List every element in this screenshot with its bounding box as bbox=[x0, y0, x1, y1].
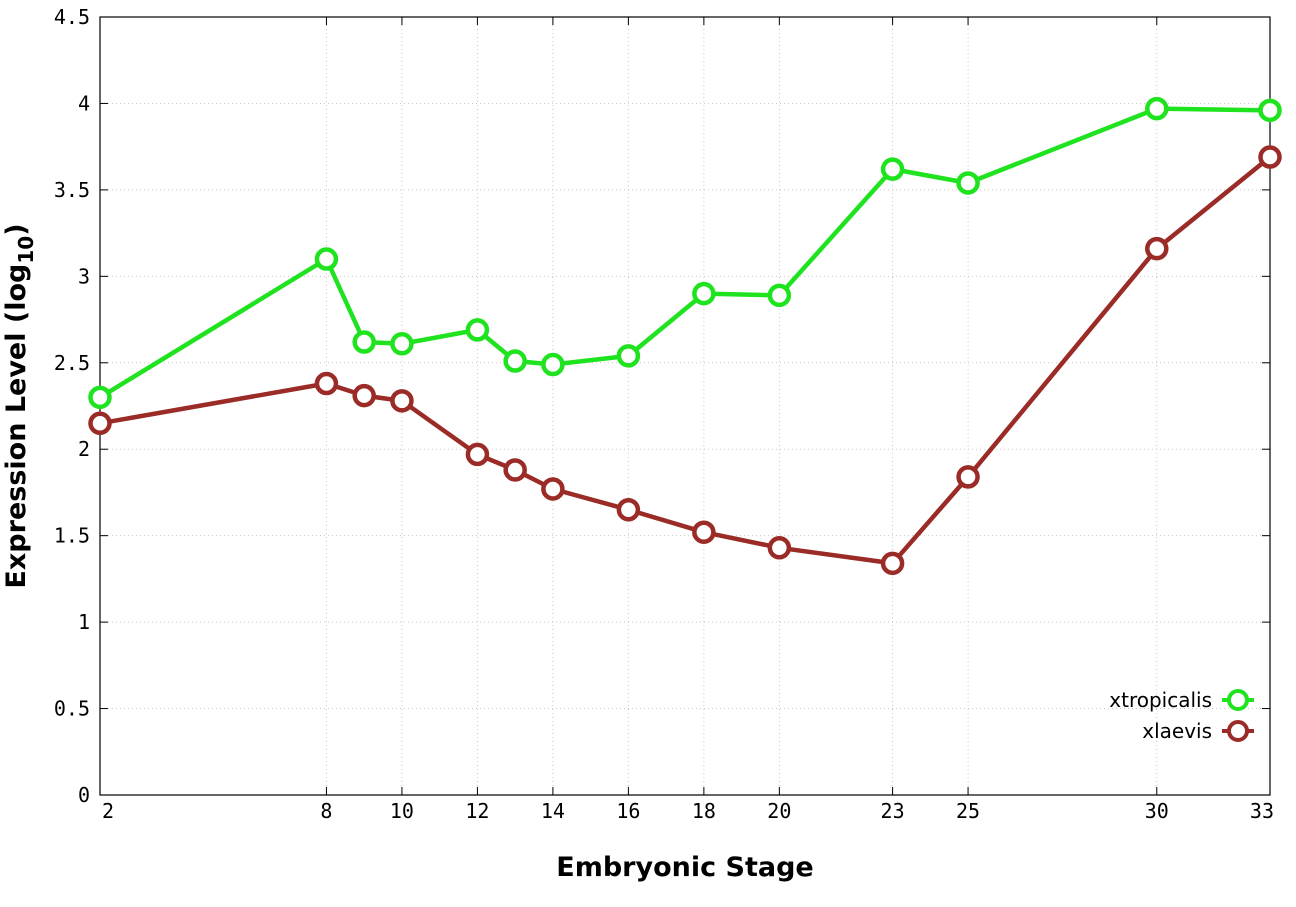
legend-marker-xtropicalis bbox=[1227, 689, 1249, 711]
x-tick-label: 20 bbox=[767, 799, 791, 823]
series bbox=[88, 96, 1282, 576]
data-point-xlaevis bbox=[314, 371, 339, 396]
y-tick-label: 2 bbox=[78, 437, 90, 461]
series-line-xtropicalis bbox=[98, 106, 1271, 400]
data-point-xlaevis bbox=[465, 442, 490, 467]
y-tick-label: 0 bbox=[78, 783, 90, 807]
data-point-xtropicalis bbox=[465, 318, 490, 342]
y-tick-label: 1 bbox=[78, 610, 90, 634]
data-point-xlaevis bbox=[956, 465, 980, 489]
x-tick-label: 18 bbox=[692, 799, 716, 823]
data-point-xtropicalis bbox=[352, 330, 376, 354]
legend: xtropicalis xlaevis bbox=[1109, 688, 1254, 743]
series-line-xlaevis bbox=[99, 155, 1272, 566]
data-point-xlaevis bbox=[692, 520, 716, 544]
x-tick-label: 14 bbox=[541, 799, 565, 823]
data-point-xtropicalis bbox=[616, 344, 641, 368]
data-point-xlaevis bbox=[88, 411, 112, 436]
y-tick-label: 0.5 bbox=[54, 697, 90, 721]
data-point-xlaevis bbox=[352, 383, 376, 408]
y-axis-title-main: Expression Level (log bbox=[1, 264, 32, 589]
data-point-xtropicalis bbox=[692, 281, 716, 306]
x-tick-label: 30 bbox=[1145, 799, 1169, 823]
data-point-xtropicalis bbox=[1145, 96, 1169, 121]
x-tick-label: 33 bbox=[1250, 799, 1274, 823]
data-point-xlaevis bbox=[616, 497, 641, 522]
x-axis-title: Embryonic Stage bbox=[556, 852, 813, 883]
data-point-xlaevis bbox=[767, 536, 792, 560]
y-tick-label: 1.5 bbox=[54, 524, 90, 548]
y-tick-label: 3.5 bbox=[54, 178, 90, 202]
legend-marker-xlaevis bbox=[1227, 720, 1249, 742]
data-point-xlaevis bbox=[541, 477, 565, 501]
grid bbox=[100, 17, 1270, 795]
x-tick-label: 16 bbox=[616, 799, 640, 823]
y-tick-label: 3 bbox=[78, 264, 90, 288]
data-point-xlaevis bbox=[1145, 236, 1169, 261]
data-point-xtropicalis bbox=[503, 349, 527, 373]
ticks: 0 0.5 1 1.5 2 2.5 3 3.5 4 4.5 2 8 10 12 14 16 18 20 23 25 30… bbox=[54, 5, 1274, 823]
x-tick-label: 23 bbox=[881, 799, 905, 823]
x-tick-label: 12 bbox=[465, 799, 489, 823]
y-tick-label: 4.5 bbox=[54, 5, 90, 29]
legend-label-xtropicalis: xtropicalis bbox=[1109, 688, 1212, 712]
data-point-xlaevis bbox=[880, 551, 905, 576]
data-point-xtropicalis bbox=[880, 157, 905, 181]
data-point-xtropicalis bbox=[767, 283, 792, 308]
data-point-xtropicalis bbox=[390, 332, 414, 356]
x-tick-label: 2 bbox=[102, 799, 114, 823]
data-point-xtropicalis bbox=[956, 171, 980, 195]
data-point-xlaevis bbox=[390, 389, 414, 413]
data-point-xtropicalis bbox=[541, 352, 565, 377]
y-axis-title-close: ) bbox=[1, 223, 32, 235]
series-xlaevis bbox=[88, 145, 1282, 576]
data-point-xtropicalis bbox=[314, 247, 339, 271]
y-tick-label: 4 bbox=[78, 91, 90, 115]
data-point-xtropicalis bbox=[1258, 98, 1282, 123]
x-tick-label: 8 bbox=[320, 799, 332, 823]
y-axis-title: Expression Level (log10) bbox=[1, 223, 38, 588]
data-point-xlaevis bbox=[1258, 145, 1282, 169]
y-axis-title-subscript: 10 bbox=[14, 236, 38, 264]
legend-label-xlaevis: xlaevis bbox=[1142, 719, 1212, 743]
x-tick-label: 25 bbox=[956, 799, 980, 823]
data-point-xtropicalis bbox=[88, 385, 112, 410]
y-tick-label: 2.5 bbox=[54, 351, 90, 375]
x-tick-label: 10 bbox=[390, 799, 414, 823]
series-xtropicalis bbox=[88, 96, 1282, 410]
data-point-xlaevis bbox=[503, 458, 527, 482]
